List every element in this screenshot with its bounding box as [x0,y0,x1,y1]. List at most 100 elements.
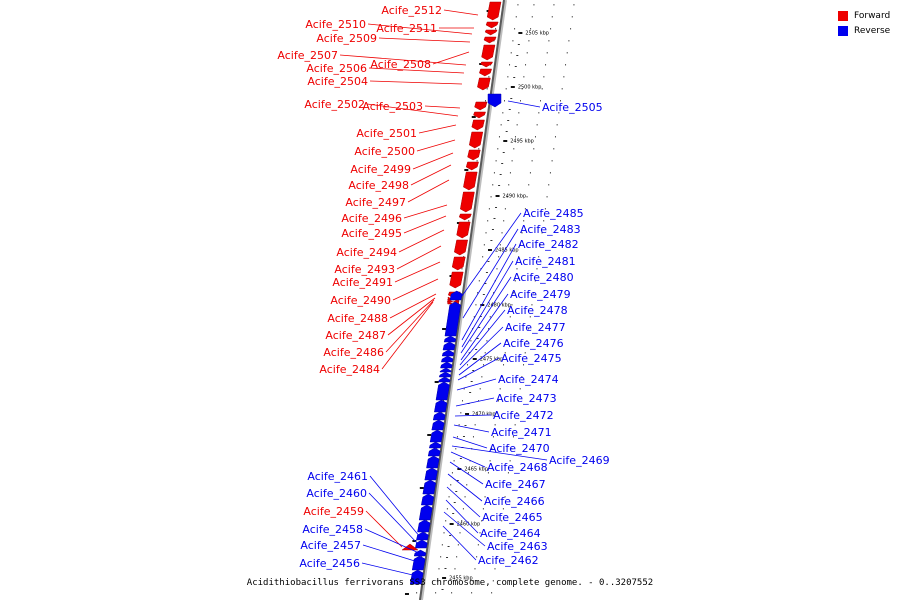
grid-dot [534,136,536,138]
grid-dot [499,532,501,534]
gene-label-acife-2484[interactable]: Acife_2484 [319,363,380,376]
gene-label-acife-2501[interactable]: Acife_2501 [356,127,417,140]
grid-dot [440,556,442,558]
gene-label-acife-2478[interactable]: Acife_2478 [507,304,568,317]
gene-label-acife-2477[interactable]: Acife_2477 [505,321,566,334]
minor-tick [470,381,473,382]
gene-label-acife-2497[interactable]: Acife_2497 [345,196,406,209]
leader-acife-2486 [385,299,435,353]
gene-label-acife-2467[interactable]: Acife_2467 [485,478,546,491]
gene-label-acife-2473[interactable]: Acife_2473 [496,392,557,405]
gene-label-acife-2482[interactable]: Acife_2482 [518,238,579,251]
grid-dot [467,472,469,474]
gene-label-acife-2465[interactable]: Acife_2465 [482,511,543,524]
minor-tick [487,261,490,262]
gene-label-acife-2486[interactable]: Acife_2486 [323,346,384,359]
grid-dot [526,52,528,54]
gene-label-acife-2511[interactable]: Acife_2511 [376,22,437,35]
gene-label-acife-2485[interactable]: Acife_2485 [523,207,584,220]
grid-dot [545,64,547,66]
gene-label-acife-2487[interactable]: Acife_2487 [325,329,386,342]
gene-label-acife-2490[interactable]: Acife_2490 [330,294,391,307]
gene-label-acife-2494[interactable]: Acife_2494 [336,246,397,259]
grid-dot [470,340,472,342]
gene-label-acife-2507[interactable]: Acife_2507 [277,49,338,62]
gene-block-acife-2491 [451,256,466,271]
leader-acife-2468 [450,451,486,468]
gene-label-acife-2457[interactable]: Acife_2457 [300,539,361,552]
grid-dot [488,76,490,78]
minor-tick [471,116,476,118]
gene-label-acife-2472[interactable]: Acife_2472 [493,409,554,422]
gene-label-acife-2479[interactable]: Acife_2479 [510,288,571,301]
gene-label-acife-2510[interactable]: Acife_2510 [305,18,366,31]
gene-label-acife-2512[interactable]: Acife_2512 [381,4,442,17]
grid-dot [504,100,505,102]
gene-label-acife-2469[interactable]: Acife_2469 [549,454,610,467]
gene-label-acife-2480[interactable]: Acife_2480 [513,271,574,284]
gene-label-acife-2493[interactable]: Acife_2493 [334,263,395,276]
gene-label-acife-2470[interactable]: Acife_2470 [489,442,550,455]
grid-dot [498,400,499,402]
grid-dot [543,76,545,78]
gene-label-acife-2466[interactable]: Acife_2466 [484,495,545,508]
gene-label-acife-2495[interactable]: Acife_2495 [341,227,402,240]
grid-dot [492,184,494,186]
gene-label-acife-2504[interactable]: Acife_2504 [307,75,368,88]
grid-dot [466,484,468,486]
grid-dot [458,424,460,426]
grid-dot [483,364,485,366]
gene-block-acife-2490 [449,271,464,289]
gene-label-acife-2500[interactable]: Acife_2500 [354,145,415,158]
gene-block-acife-2477 [439,367,452,373]
gene-label-acife-2498[interactable]: Acife_2498 [348,179,409,192]
grid-dot [543,220,545,222]
gene-label-acife-2463[interactable]: Acife_2463 [487,540,548,553]
gene-label-acife-2499[interactable]: Acife_2499 [350,163,411,176]
legend-forward-label: Forward [854,10,891,21]
gene-label-acife-2508[interactable]: Acife_2508 [370,58,431,71]
gene-label-acife-2502[interactable]: Acife_2502 [304,98,365,111]
gene-label-acife-2468[interactable]: Acife_2468 [487,461,548,474]
grid-dot [509,460,511,462]
grid-dot [513,292,515,294]
tick-label: 2490 kbp [503,194,527,200]
gene-label-acife-2476[interactable]: Acife_2476 [503,337,564,350]
gene-label-acife-2505[interactable]: Acife_2505 [542,101,603,114]
gene-label-acife-2458[interactable]: Acife_2458 [302,523,363,536]
gene-label-acife-2491[interactable]: Acife_2491 [332,276,393,289]
gene-label-acife-2496[interactable]: Acife_2496 [341,212,402,225]
grid-dot [528,40,530,42]
gene-label-acife-2483[interactable]: Acife_2483 [520,223,581,236]
gene-label-acife-2461[interactable]: Acife_2461 [307,470,368,483]
gene-label-acife-2475[interactable]: Acife_2475 [501,352,562,365]
grid-dot [497,148,499,150]
gene-label-acife-2509[interactable]: Acife_2509 [316,32,377,45]
grid-dot [498,256,500,258]
gene-label-acife-2459[interactable]: Acife_2459 [303,505,364,518]
leader-acife-2461 [369,475,421,538]
gene-label-acife-2471[interactable]: Acife_2471 [491,426,552,439]
gene-label-acife-2462[interactable]: Acife_2462 [478,554,539,567]
grid-dot [455,448,457,450]
gene-label-acife-2503[interactable]: Acife_2503 [362,100,423,113]
grid-dot [491,448,493,450]
leader-acife-2474 [456,378,497,391]
minor-tick [427,434,432,436]
grid-dot [561,88,563,90]
minor-tick [478,327,481,328]
grid-dot [503,364,505,366]
gene-label-acife-2474[interactable]: Acife_2474 [498,373,559,386]
gene-label-acife-2481[interactable]: Acife_2481 [515,255,576,268]
gene-label-acife-2460[interactable]: Acife_2460 [306,487,367,500]
gene-block-acife-2512 [486,1,502,21]
gene-label-acife-2464[interactable]: Acife_2464 [480,527,541,540]
gene-label-acife-2488[interactable]: Acife_2488 [327,312,388,325]
grid-dot [506,484,508,486]
gene-label-acife-2456[interactable]: Acife_2456 [299,557,360,570]
grid-dot [570,28,572,30]
gene-block-acife-2500 [468,131,484,149]
grid-dot [518,112,520,114]
gene-label-acife-2506[interactable]: Acife_2506 [306,62,367,75]
grid-dot [474,568,476,570]
